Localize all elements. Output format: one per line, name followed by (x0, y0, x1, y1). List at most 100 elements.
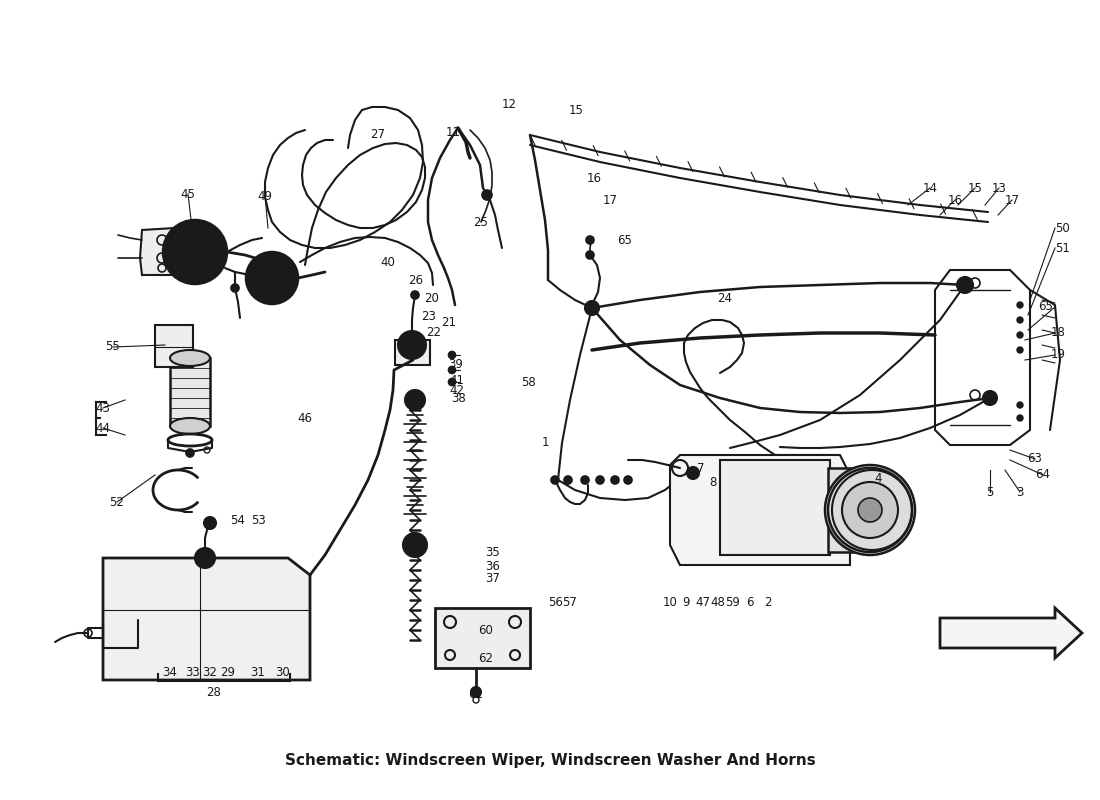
Text: 46: 46 (297, 411, 312, 425)
Circle shape (231, 284, 239, 292)
Text: 5: 5 (987, 486, 993, 498)
Text: 17: 17 (603, 194, 617, 206)
Polygon shape (140, 228, 178, 275)
Circle shape (449, 351, 455, 358)
Circle shape (983, 391, 997, 405)
Text: 50: 50 (1056, 222, 1070, 234)
Bar (170, 358, 210, 426)
Polygon shape (103, 558, 310, 680)
Text: 65: 65 (1038, 301, 1054, 314)
Circle shape (581, 476, 589, 484)
Text: 47: 47 (695, 597, 711, 610)
Text: 41: 41 (450, 374, 464, 386)
Bar (720, 460, 830, 555)
Circle shape (163, 220, 227, 284)
Text: 49: 49 (257, 190, 273, 202)
Text: 61: 61 (469, 689, 484, 702)
Text: 22: 22 (427, 326, 441, 338)
Text: 4: 4 (874, 473, 882, 486)
Ellipse shape (170, 418, 210, 434)
Text: 64: 64 (1035, 469, 1050, 482)
Circle shape (411, 291, 419, 299)
Text: 6: 6 (746, 597, 754, 610)
Circle shape (204, 517, 216, 529)
Circle shape (624, 476, 632, 484)
Text: 63: 63 (1027, 453, 1043, 466)
Text: 31: 31 (251, 666, 265, 679)
Circle shape (471, 687, 481, 697)
Text: 56: 56 (549, 597, 563, 610)
Circle shape (264, 270, 280, 286)
Text: 8: 8 (710, 475, 717, 489)
Circle shape (551, 476, 559, 484)
Text: 59: 59 (726, 597, 740, 610)
Circle shape (610, 476, 619, 484)
Circle shape (564, 476, 572, 484)
Ellipse shape (842, 482, 898, 538)
Text: 36: 36 (485, 559, 501, 573)
Ellipse shape (855, 495, 886, 525)
Text: 51: 51 (1056, 242, 1070, 254)
Polygon shape (434, 608, 530, 668)
Text: 29: 29 (220, 666, 235, 679)
Circle shape (185, 242, 205, 262)
Circle shape (403, 533, 427, 557)
Text: 57: 57 (562, 597, 578, 610)
Text: 15: 15 (968, 182, 982, 194)
Text: 45: 45 (180, 187, 196, 201)
Circle shape (449, 366, 455, 374)
Circle shape (405, 390, 425, 410)
Circle shape (409, 539, 421, 551)
Bar (820, 483, 874, 537)
Text: 23: 23 (421, 310, 437, 322)
Polygon shape (776, 455, 835, 475)
Circle shape (588, 305, 595, 311)
Circle shape (1018, 347, 1023, 353)
Bar (155, 325, 192, 367)
Circle shape (1018, 415, 1023, 421)
Text: 17: 17 (1004, 194, 1020, 206)
Text: 26: 26 (408, 274, 424, 286)
Text: 58: 58 (521, 375, 537, 389)
Text: 38: 38 (452, 393, 466, 406)
Text: 2: 2 (764, 597, 772, 610)
Text: 35: 35 (485, 546, 501, 559)
Text: 1: 1 (541, 437, 549, 450)
Text: 39: 39 (449, 358, 463, 371)
Circle shape (246, 252, 298, 304)
Text: 65: 65 (617, 234, 632, 246)
Text: 32: 32 (202, 666, 218, 679)
Text: 25: 25 (474, 215, 488, 229)
Circle shape (449, 378, 455, 386)
Text: 43: 43 (96, 402, 110, 414)
Text: 44: 44 (96, 422, 110, 434)
Text: 24: 24 (717, 291, 733, 305)
Polygon shape (670, 455, 850, 565)
Circle shape (962, 282, 968, 288)
Circle shape (410, 395, 420, 405)
Text: 34: 34 (163, 666, 177, 679)
Text: 30: 30 (276, 666, 290, 679)
Circle shape (195, 548, 214, 568)
Text: 18: 18 (1050, 326, 1066, 339)
Circle shape (398, 331, 426, 359)
Text: 54: 54 (231, 514, 245, 526)
Bar (828, 468, 872, 552)
Circle shape (482, 190, 492, 200)
Ellipse shape (838, 478, 902, 542)
Text: 16: 16 (947, 194, 962, 206)
Text: 27: 27 (371, 129, 385, 142)
Ellipse shape (170, 350, 210, 366)
Text: 55: 55 (106, 341, 120, 354)
Ellipse shape (828, 468, 912, 552)
Bar (778, 455, 833, 510)
Text: 37: 37 (485, 573, 501, 586)
Circle shape (688, 467, 698, 479)
Circle shape (586, 236, 594, 244)
Text: 19: 19 (1050, 349, 1066, 362)
Circle shape (1018, 332, 1023, 338)
Circle shape (586, 251, 594, 259)
Circle shape (585, 301, 600, 315)
Circle shape (186, 449, 194, 457)
Circle shape (1018, 402, 1023, 408)
